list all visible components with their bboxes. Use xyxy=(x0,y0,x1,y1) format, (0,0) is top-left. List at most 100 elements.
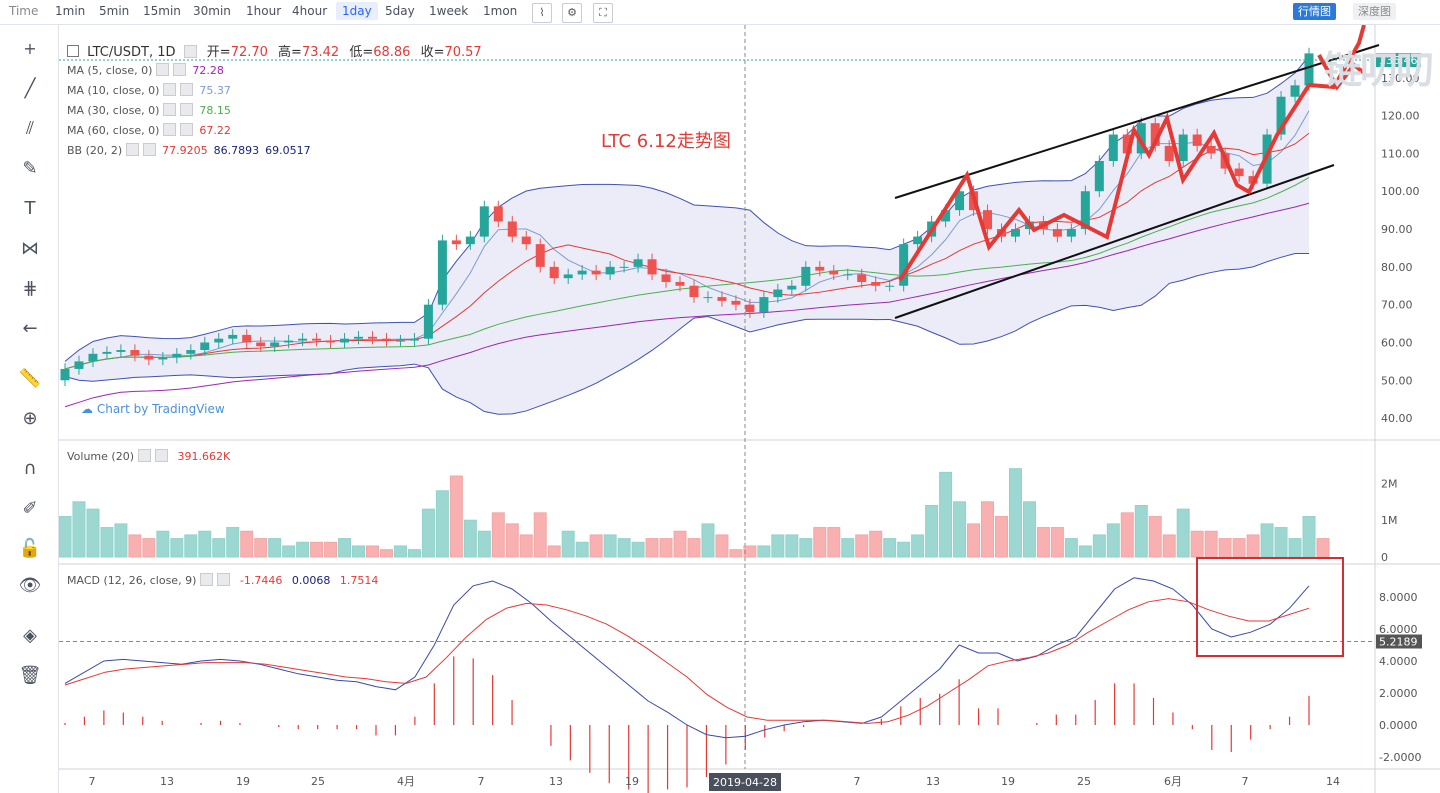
measure-icon[interactable]: ⋕ xyxy=(22,278,38,299)
close-icon[interactable] xyxy=(217,573,231,586)
tab-depth[interactable]: 深度图 xyxy=(1353,3,1396,20)
ruler-icon[interactable]: 📏 xyxy=(18,368,42,389)
candle-body xyxy=(493,206,503,222)
trash-icon[interactable]: 🗑 xyxy=(18,665,42,686)
candle-body xyxy=(1276,96,1286,135)
crosshair-icon[interactable]: + xyxy=(23,39,37,58)
top-toolbar: Time 1min 5min 15min 30min 1hour 4hour 1day 5da… xyxy=(0,0,1440,25)
volume-bar xyxy=(1064,538,1078,558)
ma-line-10 xyxy=(64,132,1310,370)
magnet-icon[interactable]: ∩ xyxy=(23,458,37,479)
timeframe-4hour[interactable]: 4hour xyxy=(292,4,328,18)
close-icon[interactable] xyxy=(143,143,157,156)
volume-bar xyxy=(631,541,645,558)
timeframe-1day[interactable]: 1day xyxy=(336,2,378,20)
price-tick-label: 70.00 xyxy=(1381,299,1413,312)
settings-icon[interactable] xyxy=(126,143,140,156)
macd-last-badge xyxy=(1376,634,1422,649)
candle-body xyxy=(1290,85,1300,97)
time-tick-label: 4月 xyxy=(397,775,415,788)
candle-body xyxy=(1150,123,1160,146)
timeframe-5min[interactable]: 5min xyxy=(99,4,130,18)
indicator-value: 67.22 xyxy=(199,124,231,137)
settings-icon[interactable] xyxy=(156,63,170,76)
volume-bar xyxy=(1162,534,1176,558)
settings-icon[interactable] xyxy=(138,449,151,462)
chart-svg[interactable]: 130.00120.00110.00100.0090.0080.0070.006… xyxy=(59,25,1440,793)
settings-icon[interactable] xyxy=(163,103,177,116)
candle-body xyxy=(955,191,965,211)
candle-body xyxy=(941,210,951,222)
price-tick-label: 110.00 xyxy=(1381,147,1420,160)
macd-line xyxy=(64,577,1310,739)
time-tick-label: 25 xyxy=(1077,775,1091,788)
eye-icon[interactable]: 👁 xyxy=(18,575,42,596)
volume-bar xyxy=(645,538,659,558)
timeframe-5day[interactable]: 5day xyxy=(385,4,415,18)
macd-tick-label: 8.0000 xyxy=(1379,591,1418,604)
time-tick-label: 25 xyxy=(311,775,325,788)
settings-gear-icon[interactable]: ⚙ xyxy=(562,3,582,23)
volume-bar xyxy=(1106,523,1120,558)
back-arrow-icon[interactable]: ← xyxy=(22,318,38,339)
settings-icon[interactable] xyxy=(183,45,197,58)
close-icon[interactable] xyxy=(180,123,194,136)
chart-type-icon[interactable]: ⌇ xyxy=(532,3,552,23)
timeframe-1week[interactable]: 1week xyxy=(429,4,469,18)
price-tick-label: 130.00 xyxy=(1381,72,1420,85)
timeframe-15min[interactable]: 15min xyxy=(143,4,181,18)
close-icon[interactable] xyxy=(180,103,194,116)
volume-value: 391.662K xyxy=(177,450,231,463)
price-tick-label: 50.00 xyxy=(1381,374,1413,387)
highlight-box xyxy=(1196,557,1344,657)
price-tick-label: 90.00 xyxy=(1381,223,1413,236)
unlock-icon[interactable]: 🔓 xyxy=(18,538,42,559)
volume-bar xyxy=(883,538,897,558)
candle-body xyxy=(745,304,755,313)
indicator-value: 75.37 xyxy=(199,84,231,97)
chart-area[interactable]: 130.00 120.00 110.00 100.00 90.00 80.00 70.00 6… xyxy=(59,25,1440,793)
volume-bar xyxy=(212,538,226,558)
indicator-value: 69.0517 xyxy=(265,144,311,157)
volume-bar xyxy=(268,538,282,558)
close-icon[interactable] xyxy=(173,63,187,76)
volume-bar xyxy=(1190,530,1204,558)
macd-tick-label: 2.0000 xyxy=(1379,687,1418,700)
layers-icon[interactable]: ◈ xyxy=(23,625,37,646)
collapse-icon[interactable] xyxy=(67,45,79,57)
close-icon[interactable] xyxy=(180,83,194,96)
settings-icon[interactable] xyxy=(200,573,214,586)
fullscreen-icon[interactable]: ⛶ xyxy=(593,3,613,23)
volume-bar xyxy=(170,538,184,558)
lock-draw-icon[interactable]: ✐ xyxy=(22,498,38,519)
zoom-icon[interactable]: ⊕ xyxy=(22,408,38,429)
close-icon[interactable] xyxy=(155,449,168,462)
volume-bar xyxy=(659,538,673,558)
timeframe-1mon[interactable]: 1mon xyxy=(483,4,518,18)
tradingview-branding[interactable]: ☁ Chart by TradingView xyxy=(81,402,225,416)
timeframe-1hour[interactable]: 1hour xyxy=(246,4,282,18)
candle-body xyxy=(116,350,126,352)
candle-body xyxy=(549,266,559,279)
macd-tick-label: -2.0000 xyxy=(1379,751,1421,764)
trendline-icon[interactable]: ╱ xyxy=(24,78,36,99)
timeframe-1min[interactable]: 1min xyxy=(55,4,86,18)
candle-body xyxy=(340,338,350,343)
close-value: 70.57 xyxy=(444,45,482,60)
tab-candles[interactable]: 行情图 xyxy=(1293,3,1336,20)
volume-bar xyxy=(282,545,296,558)
settings-icon[interactable] xyxy=(163,123,177,136)
volume-tick-label: 2M xyxy=(1381,477,1398,490)
timeframe-30min[interactable]: 30min xyxy=(193,4,231,18)
volume-bar xyxy=(296,541,310,558)
indicator-legend: MA (30, close, 0) 78.15 xyxy=(67,103,231,117)
pitchfork-icon[interactable]: ⫽ xyxy=(25,118,35,139)
text-icon[interactable]: T xyxy=(24,198,36,219)
brush-icon[interactable]: ✎ xyxy=(22,158,38,179)
candle-body xyxy=(88,353,98,362)
candle-body xyxy=(591,270,601,275)
pattern-icon[interactable]: ⋈ xyxy=(21,238,39,259)
settings-icon[interactable] xyxy=(163,83,177,96)
volume-bar xyxy=(449,475,463,558)
volume-bar xyxy=(855,534,869,558)
